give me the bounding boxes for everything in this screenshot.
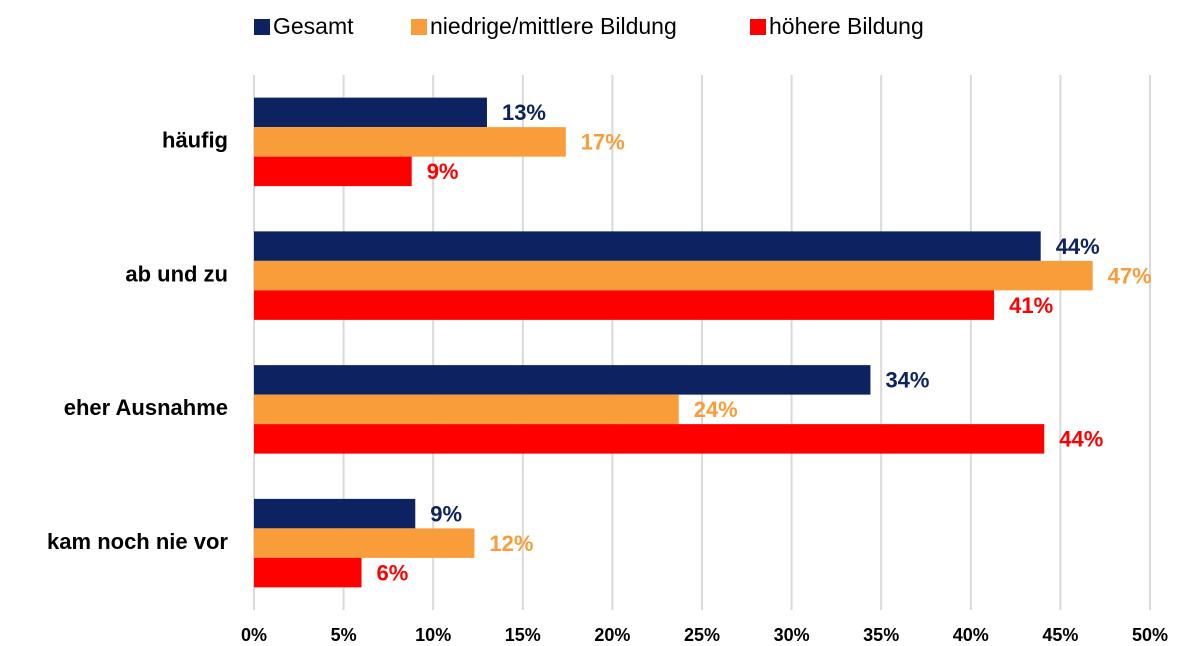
bar [254,557,362,588]
legend-label: niedrige/mittlere Bildung [430,13,677,39]
bar [254,290,995,320]
bar [254,97,487,128]
data-label: 24% [694,397,738,422]
y-tick-label: eher Ausnahme [64,395,228,420]
legend-label: höhere Bildung [769,13,924,39]
legend-label: Gesamt [273,13,354,39]
bar [254,424,1045,454]
bar [254,156,412,187]
data-label: 44% [1059,427,1103,452]
data-label: 34% [885,368,929,393]
x-tick-label: 25% [684,625,720,645]
data-label: 13% [502,100,546,125]
x-tick-label: 10% [415,625,451,645]
data-label: 9% [430,501,462,526]
data-label: 47% [1108,263,1152,288]
x-tick-label: 20% [594,625,630,645]
y-tick-label: kam noch nie vor [47,529,228,554]
data-label: 41% [1009,293,1053,318]
legend-swatch [750,19,766,35]
bar [254,127,566,157]
bar [254,528,475,558]
x-tick-label: 0% [241,625,267,645]
bar [254,260,1093,291]
x-tick-label: 50% [1132,625,1168,645]
legend-swatch [254,19,270,35]
data-label: 12% [489,531,533,556]
x-tick-label: 5% [331,625,357,645]
legend-swatch [411,19,427,35]
bar [254,365,871,395]
x-tick-label: 40% [953,625,989,645]
data-label: 9% [427,159,459,184]
bar [254,394,679,425]
x-tick-label: 30% [774,625,810,645]
bar [254,498,416,529]
y-tick-label: häufig [162,128,228,153]
data-label: 6% [377,560,409,585]
x-tick-label: 15% [505,625,541,645]
bar [254,231,1041,261]
y-tick-label: ab und zu [125,261,228,286]
data-label: 44% [1056,234,1100,259]
data-label: 17% [581,130,625,155]
x-tick-label: 45% [1042,625,1078,645]
x-tick-label: 35% [863,625,899,645]
